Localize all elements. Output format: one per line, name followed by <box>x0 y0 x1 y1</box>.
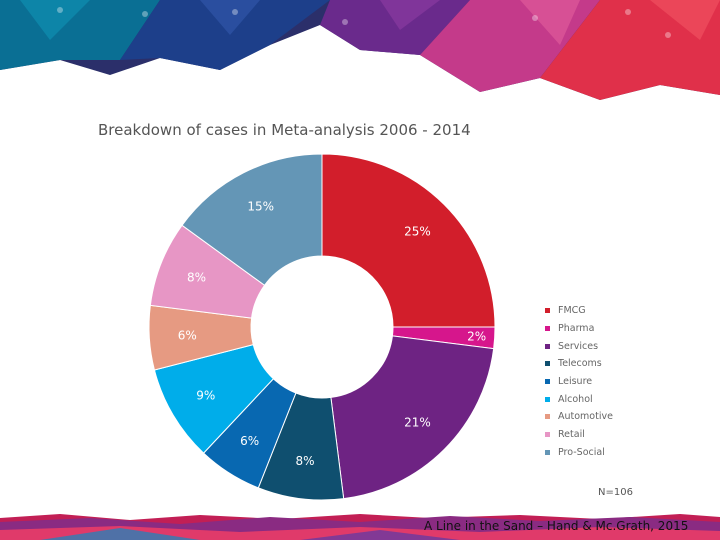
legend-item-leisure: Leisure <box>545 373 613 391</box>
legend-swatch <box>545 379 550 385</box>
slice-label-alcohol: 9% <box>196 389 215 403</box>
donut-slices <box>148 153 496 501</box>
legend-swatch <box>545 326 550 332</box>
slice-label-pharma: 2% <box>467 330 486 344</box>
decorative-footer <box>0 514 720 540</box>
legend-label: Pharma <box>558 323 595 335</box>
slice-pro-social <box>181 153 323 286</box>
legend-label: Retail <box>558 429 585 441</box>
legend-label: Telecoms <box>558 358 602 370</box>
legend-item-automotive: Automotive <box>545 408 613 426</box>
slice-label-automotive: 6% <box>178 328 197 342</box>
slice-label-leisure: 6% <box>240 434 259 448</box>
slice-services <box>330 335 495 500</box>
chart-legend: FMCG Pharma Services Telecoms Leisure Alcohol… <box>545 302 613 461</box>
legend-label: Pro-Social <box>558 446 605 458</box>
legend-label: Alcohol <box>558 393 593 405</box>
chart-title: Breakdown of cases in Meta-analysis 2006… <box>98 121 471 139</box>
slice-labels: 25% 2% 21% 8% 6% 9% 6% 8% 15% <box>178 200 486 468</box>
decorative-banner <box>0 0 720 100</box>
legend-swatch <box>545 449 550 455</box>
legend-swatch <box>545 343 550 349</box>
legend-item-pharma: Pharma <box>545 320 613 338</box>
legend-item-alcohol: Alcohol <box>545 390 613 408</box>
legend-label: Automotive <box>558 411 613 423</box>
legend-swatch <box>545 396 550 402</box>
legend-item-fmcg: FMCG <box>545 302 613 320</box>
legend-item-telecoms: Telecoms <box>545 355 613 373</box>
legend-item-services: Services <box>545 337 613 355</box>
legend-swatch <box>545 432 550 438</box>
slice-fmcg <box>321 153 496 328</box>
legend-swatch <box>545 414 550 420</box>
legend-item-pro-social: Pro-Social <box>545 444 613 462</box>
legend-label: FMCG <box>558 305 586 317</box>
legend-swatch <box>545 361 550 367</box>
slice-label-pro-social: 15% <box>247 200 274 214</box>
slice-label-fmcg: 25% <box>404 225 431 239</box>
legend-swatch <box>545 308 550 314</box>
slice-label-services: 21% <box>404 415 431 429</box>
slice-label-retail: 8% <box>187 270 206 284</box>
sample-size-label: N=106 <box>598 487 633 498</box>
slice-label-telecoms: 8% <box>296 454 315 468</box>
legend-item-retail: Retail <box>545 426 613 444</box>
citation-text: A Line in the Sand – Hand & Mc.Grath, 20… <box>424 519 689 533</box>
legend-label: Leisure <box>558 376 593 388</box>
legend-label: Services <box>558 340 599 352</box>
